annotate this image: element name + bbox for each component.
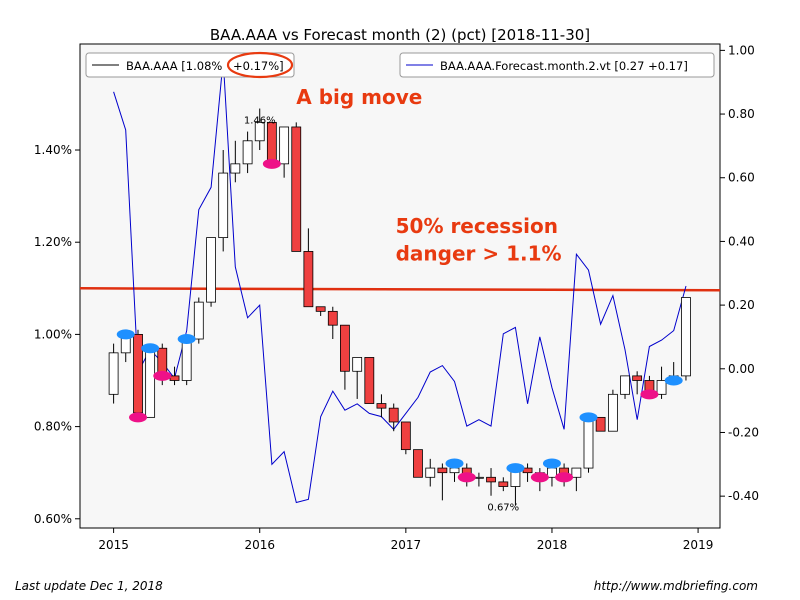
- candle-body: [108, 352, 119, 395]
- recession-threshold-line: [79, 287, 721, 292]
- annotation-recession-line-1: 50% recession: [396, 214, 558, 238]
- blue-signal-marker: [141, 343, 160, 354]
- blue-signal-marker: [445, 458, 464, 469]
- candle-body: [607, 393, 618, 432]
- pink-signal-marker: [129, 412, 148, 423]
- blue-signal-marker: [116, 329, 135, 340]
- candle-body: [486, 476, 496, 483]
- right-axis-tick-label: 0.60: [728, 171, 755, 185]
- chart-title: BAA.AAA vs Forecast month (2) (pct) [201…: [210, 26, 590, 44]
- blue-signal-marker: [506, 463, 525, 474]
- candle-body: [181, 338, 192, 381]
- candle-body: [327, 310, 338, 326]
- legend-left: BAA.AAA [1.08% +0.17%]: [85, 51, 295, 79]
- change-highlight-ellipse: [226, 51, 294, 79]
- candle-body: [133, 333, 143, 414]
- left-axis-tick-label: 1.00%: [34, 327, 72, 341]
- candle-body: [193, 301, 204, 340]
- right-axis-tick-label: -0.20: [728, 425, 759, 439]
- pink-signal-marker: [555, 472, 574, 483]
- blue-signal-marker: [542, 458, 561, 469]
- pink-signal-marker: [640, 389, 659, 400]
- candle-body: [498, 481, 509, 487]
- candle-body: [681, 297, 691, 377]
- candle-body: [254, 121, 265, 142]
- legend-left-label: BAA.AAA [1.08%: [126, 59, 222, 73]
- blue-signal-marker: [664, 375, 683, 386]
- candle-body: [303, 251, 314, 308]
- candle-body: [340, 324, 350, 372]
- data-point-label: 0.67%: [487, 503, 519, 514]
- candle-body: [376, 403, 387, 409]
- legend-left-change: +0.17%]: [233, 59, 284, 73]
- candle-body: [315, 306, 326, 312]
- pink-signal-marker: [530, 472, 549, 483]
- candle-body: [279, 126, 290, 165]
- candle-body: [400, 421, 411, 451]
- candle-body: [571, 467, 582, 478]
- candle-body: [242, 140, 253, 165]
- x-axis-tick-label: 2018: [537, 538, 568, 552]
- right-axis-tick-label: 0.00: [728, 362, 755, 376]
- candle-body: [145, 347, 156, 418]
- pink-signal-marker: [457, 472, 476, 483]
- candle-body: [425, 467, 436, 478]
- candle-body: [656, 380, 667, 395]
- annotation-big-move: A big move: [296, 85, 422, 109]
- data-point-label: 1.46%: [244, 116, 276, 127]
- left-axis-tick-label: 1.40%: [34, 143, 72, 157]
- legend-right-label: BAA.AAA.Forecast.month.2.vt [0.27 +0.17]: [440, 59, 688, 73]
- candle-body: [413, 449, 423, 478]
- candle-body: [388, 407, 399, 423]
- right-axis-tick-label: 0.40: [728, 234, 755, 248]
- candle-body: [547, 467, 557, 478]
- candle-body: [291, 126, 302, 252]
- blue-signal-marker: [579, 412, 598, 423]
- x-axis-tick-label: 2019: [683, 538, 714, 552]
- candle-body: [449, 467, 460, 474]
- right-axis-tick-label: 0.20: [728, 298, 755, 312]
- right-axis-tick-label: -0.40: [728, 489, 759, 503]
- candle-body: [522, 467, 533, 474]
- candle-body: [352, 357, 363, 372]
- x-axis-tick-label: 2015: [98, 538, 129, 552]
- blue-signal-marker: [177, 334, 196, 345]
- x-axis-tick-label: 2016: [244, 538, 275, 552]
- candle-body: [437, 467, 448, 474]
- left-axis-tick-label: 1.20%: [34, 235, 72, 249]
- pink-signal-marker: [153, 370, 172, 381]
- right-axis-tick-label: 1.00: [728, 43, 755, 57]
- candle-body: [364, 357, 375, 404]
- legend-right: BAA.AAA.Forecast.month.2.vt [0.27 +0.17]: [399, 52, 715, 78]
- right-axis-tick-label: 0.80: [728, 107, 755, 121]
- candle-body: [632, 375, 643, 381]
- footer-source-url[interactable]: http://www.mdbriefing.com: [593, 579, 758, 593]
- footer-last-update: Last update Dec 1, 2018: [15, 579, 163, 593]
- left-axis-tick-label: 0.80%: [34, 420, 72, 434]
- forecast-series-line: [113, 59, 687, 504]
- candle-body: [218, 172, 229, 238]
- candle-body: [230, 163, 241, 174]
- x-axis-tick-label: 2017: [391, 538, 422, 552]
- left-axis-tick-label: 0.60%: [34, 512, 72, 526]
- annotation-recession-line-2: danger > 1.1%: [396, 242, 562, 266]
- candle-body: [583, 416, 594, 469]
- candle-body: [206, 237, 216, 303]
- pink-signal-marker: [262, 158, 281, 169]
- candle-body: [620, 375, 630, 395]
- candle-body: [169, 375, 180, 381]
- candle-body: [266, 121, 277, 165]
- candle-body: [595, 416, 606, 432]
- plot-area: [79, 43, 721, 529]
